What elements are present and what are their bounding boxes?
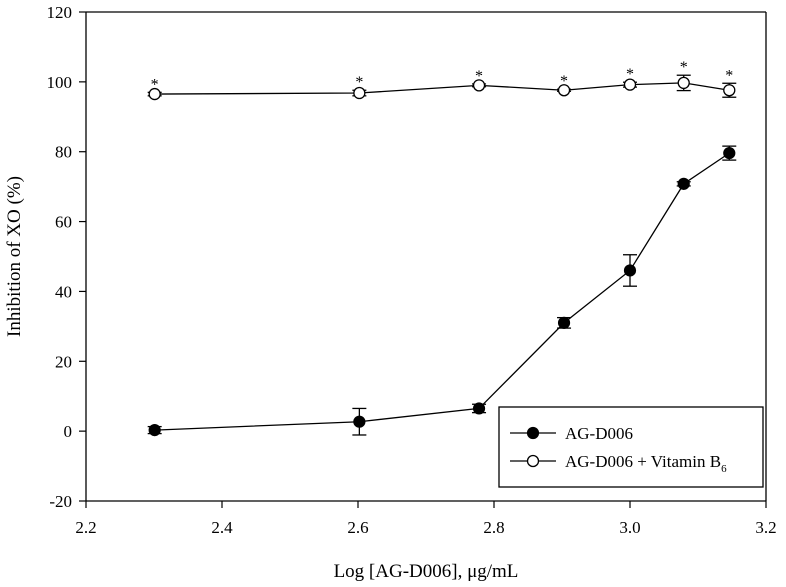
data-point	[677, 76, 690, 90]
data-point	[677, 177, 690, 190]
significance-star: *	[475, 68, 483, 85]
data-point	[148, 87, 161, 101]
data-point	[472, 79, 486, 92]
y-tick-label: 100	[47, 73, 73, 92]
y-tick-label: 40	[55, 282, 72, 301]
significance-star: *	[560, 73, 568, 90]
data-point	[723, 84, 736, 97]
data-point	[723, 147, 736, 160]
significance-star: *	[725, 67, 733, 84]
significance-star: *	[680, 59, 688, 76]
y-axis-title: Inhibition of XO (%)	[4, 176, 25, 337]
axes	[85, 11, 767, 502]
legend-marker-ag-d006-vitamin-b6	[526, 454, 540, 468]
data-point	[557, 316, 571, 329]
x-tick-label: 3.0	[619, 518, 640, 537]
significance-star: *	[626, 66, 634, 83]
data-point	[557, 84, 571, 97]
x-axis-title: Log [AG-D006], μg/mL	[334, 561, 519, 582]
x-tick-label: 2.8	[483, 518, 504, 537]
x-ticks: 2.2 2.4 2.6 2.8 3.0 3.2	[75, 501, 777, 537]
data-point	[623, 78, 637, 91]
series-ag-d006-vitamin-b6: * * * * * * *	[147, 59, 737, 101]
legend-marker-ag-d006	[526, 426, 540, 440]
y-ticks: -20 0 20 40 60 80 100 120	[47, 3, 86, 511]
y-tick-label: 120	[47, 3, 73, 22]
legend-label-ag-d006: AG-D006	[565, 424, 633, 443]
data-point	[623, 264, 637, 277]
significance-star: *	[151, 76, 159, 93]
significance-star: *	[355, 74, 363, 91]
legend-label-main: AG-D006 + Vitamin B	[565, 452, 721, 471]
series-ag-d006	[147, 145, 737, 437]
x-tick-label: 2.2	[75, 518, 96, 537]
series-line-ag-d006	[154, 152, 730, 431]
y-tick-label: 20	[55, 352, 72, 371]
data-point	[472, 402, 486, 415]
x-tick-label: 2.4	[211, 518, 233, 537]
y-tick-label: 80	[55, 143, 72, 162]
y-tick-label: 0	[64, 422, 73, 441]
x-tick-label: 2.6	[347, 518, 368, 537]
data-point	[148, 423, 161, 437]
x-tick-label: 3.2	[755, 518, 776, 537]
data-point	[353, 86, 366, 100]
series-layer: * * * * * * *	[147, 59, 737, 437]
series-line-ag-d006-vitamin-b6	[154, 82, 730, 95]
legend-box	[498, 406, 764, 488]
y-tick-label: -20	[49, 492, 72, 511]
data-point	[353, 415, 366, 428]
legend-label-subscript: 6	[721, 463, 727, 475]
legend-label-ag-d006-vitamin-b6: AG-D006 + Vitamin B6	[565, 452, 727, 475]
y-tick-label: 60	[55, 213, 72, 232]
legend: AG-D006 AG-D006 + Vitamin B6	[498, 406, 764, 488]
